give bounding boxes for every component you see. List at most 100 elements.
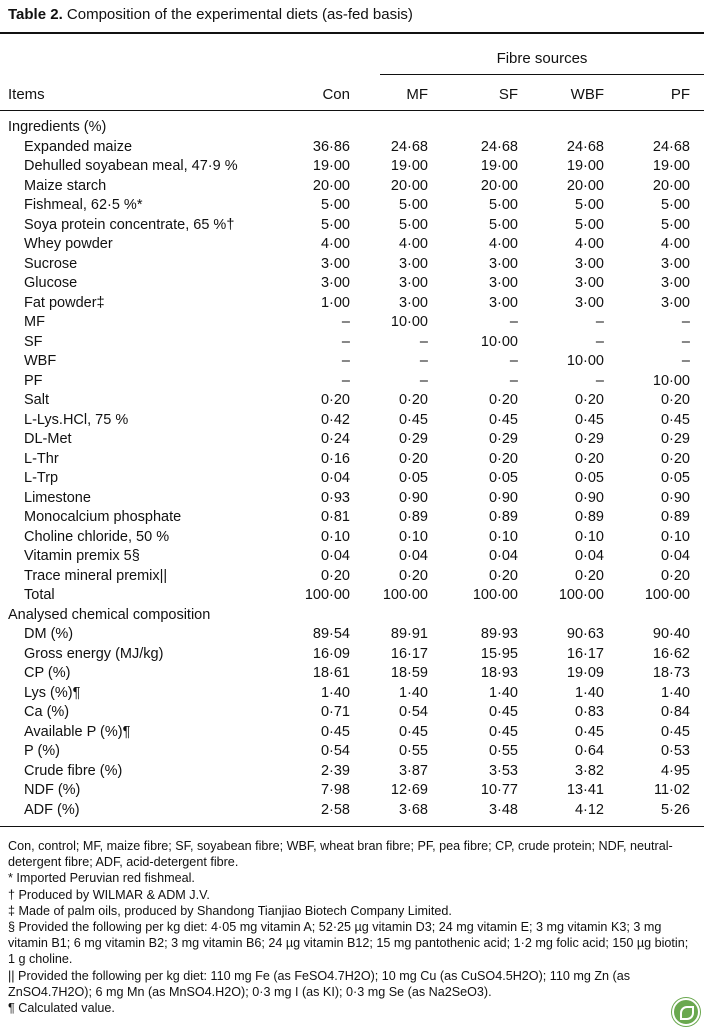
section-heading: Ingredients (%) [0,118,704,138]
table-cell: 0·42 [320,411,350,428]
table-cell: 3·00 [660,294,690,311]
table-cell: 4·00 [320,236,350,252]
table-cell: 0·10 [398,528,428,545]
table-row: PF – – – – 10·00 [0,372,704,392]
table-cell: – [419,353,428,369]
row-label: Soya protein concentrate, 65 %† [24,216,235,233]
table-cell: 16·17 [566,645,604,662]
table-cell: 5·00 [320,216,350,233]
row-label: CP (%) [24,665,71,681]
table-cell: 3·00 [488,294,518,311]
table-cell: 5·00 [574,197,604,213]
table-cell: 0·05 [398,470,428,486]
section-label: Analysed chemical composition [8,606,211,623]
row-label: Monocalcium phosphate [24,509,182,525]
table-cell: 0·20 [660,567,690,584]
table-cell: 100·00 [558,587,604,603]
table-cell: 1·40 [488,684,518,701]
table-row: Whey powder 4·00 4·00 4·00 4·00 4·00 [0,235,704,255]
table-number: Table 2. [8,6,63,23]
table-cell: 89·54 [312,626,350,642]
table-cell: 19·00 [480,158,518,174]
table-cell: 0·64 [574,743,604,759]
table-cell: 3·82 [574,762,604,779]
table-row: P (%) 0·54 0·55 0·55 0·64 0·53 [0,742,704,762]
table-cell: 0·24 [320,431,350,447]
table-cell: 3·87 [398,762,428,779]
table-cell: 18·93 [480,665,518,681]
table-cell: 24·68 [652,138,690,155]
section-heading: Analysed chemical composition [0,606,704,626]
table-cell: 24·68 [566,138,604,155]
row-label: Lys (%)¶ [24,684,81,701]
table-cell: 0·10 [574,528,604,545]
table-cell: 0·83 [574,704,604,720]
table-cell: 0·20 [488,450,518,467]
table-cell: 5·00 [398,197,428,213]
table-cell: 0·53 [660,743,690,759]
footnote-abbreviations: Con, control; MF, maize fibre; SF, soyab… [8,839,673,870]
row-label: Crude fibre (%) [24,762,123,779]
table-cell: 0·89 [488,509,518,525]
row-label: MF [24,314,45,330]
footnote-vitamin: § Provided the following per kg diet: 4·… [8,920,689,967]
table-cell: 19·00 [566,158,604,174]
table-row: SF – – 10·00 – – [0,333,704,353]
row-label: Maize starch [24,177,107,194]
items-header: Items [8,86,45,103]
table-cell: 0·20 [488,567,518,584]
table-cell: 0·04 [320,548,350,564]
table-cell: 0·45 [488,411,518,428]
table-cell: 0·45 [574,411,604,428]
table-cell: 0·90 [660,489,690,506]
table-cell: 90·63 [566,626,604,642]
table-cell: 0·05 [660,470,690,486]
table-cell: 11·02 [653,782,690,798]
col-header-pf: PF [670,86,690,103]
table-row: WBF – – – 10·00 – [0,352,704,372]
table-cell: – [341,333,350,350]
table-cell: 0·54 [320,743,350,759]
row-label: L-Lys.HCl, 75 % [24,411,129,428]
table-cell: 10·77 [480,782,518,798]
table-cell: 100·00 [304,587,350,603]
table-cell: 2·58 [320,801,350,818]
table-cell: 4·00 [574,236,604,252]
table-cell: 0·20 [574,450,604,467]
table-cell: 0·04 [488,548,518,564]
row-label: P (%) [24,743,60,759]
table-cell: 0·81 [320,509,350,525]
table-cell: 0·55 [488,743,518,759]
table-cell: 100·00 [472,587,518,603]
table-row: Total 100·00 100·00 100·00 100·00 100·00 [0,586,704,606]
table-cell: 3·00 [574,275,604,291]
row-label: Available P (%)¶ [24,723,131,740]
table-cell: 0·29 [398,431,428,447]
table-cell: 3·00 [660,275,690,291]
table-row: L-Lys.HCl, 75 % 0·42 0·45 0·45 0·45 0·45 [0,411,704,431]
table-cell: 19·00 [312,158,350,174]
table-cell: 100·00 [382,587,428,603]
table-cell: 3·53 [488,762,518,779]
table-cell: 20·00 [480,177,518,194]
table-cell: 0·04 [398,548,428,564]
table-row: DM (%) 89·54 89·91 89·93 90·63 90·40 [0,625,704,645]
table-cell: 10·00 [652,372,690,389]
table-cell: – [681,314,690,330]
table-caption: Composition of the experimental diets (a… [66,6,413,23]
table-cell: 89·93 [480,626,518,642]
table-cell: 0·20 [320,567,350,584]
table-cell: 20·00 [566,177,604,194]
table-row: Crude fibre (%) 2·39 3·87 3·53 3·82 4·95 [0,762,704,782]
table-cell: – [341,372,350,389]
table-cell: – [595,333,604,350]
row-label: Choline chloride, 50 % [24,528,170,545]
table-row: DL-Met 0·24 0·29 0·29 0·29 0·29 [0,430,704,450]
table-cell: 0·90 [488,489,518,506]
table-cell: 4·00 [398,236,428,252]
table-row: Fishmeal, 62·5 %* 5·00 5·00 5·00 5·00 5·00 [0,196,704,216]
table-cell: 10·00 [480,333,518,350]
table-cell: 0·45 [574,723,604,740]
table-cell: 12·69 [390,782,428,798]
table-cell: 3·00 [398,275,428,291]
